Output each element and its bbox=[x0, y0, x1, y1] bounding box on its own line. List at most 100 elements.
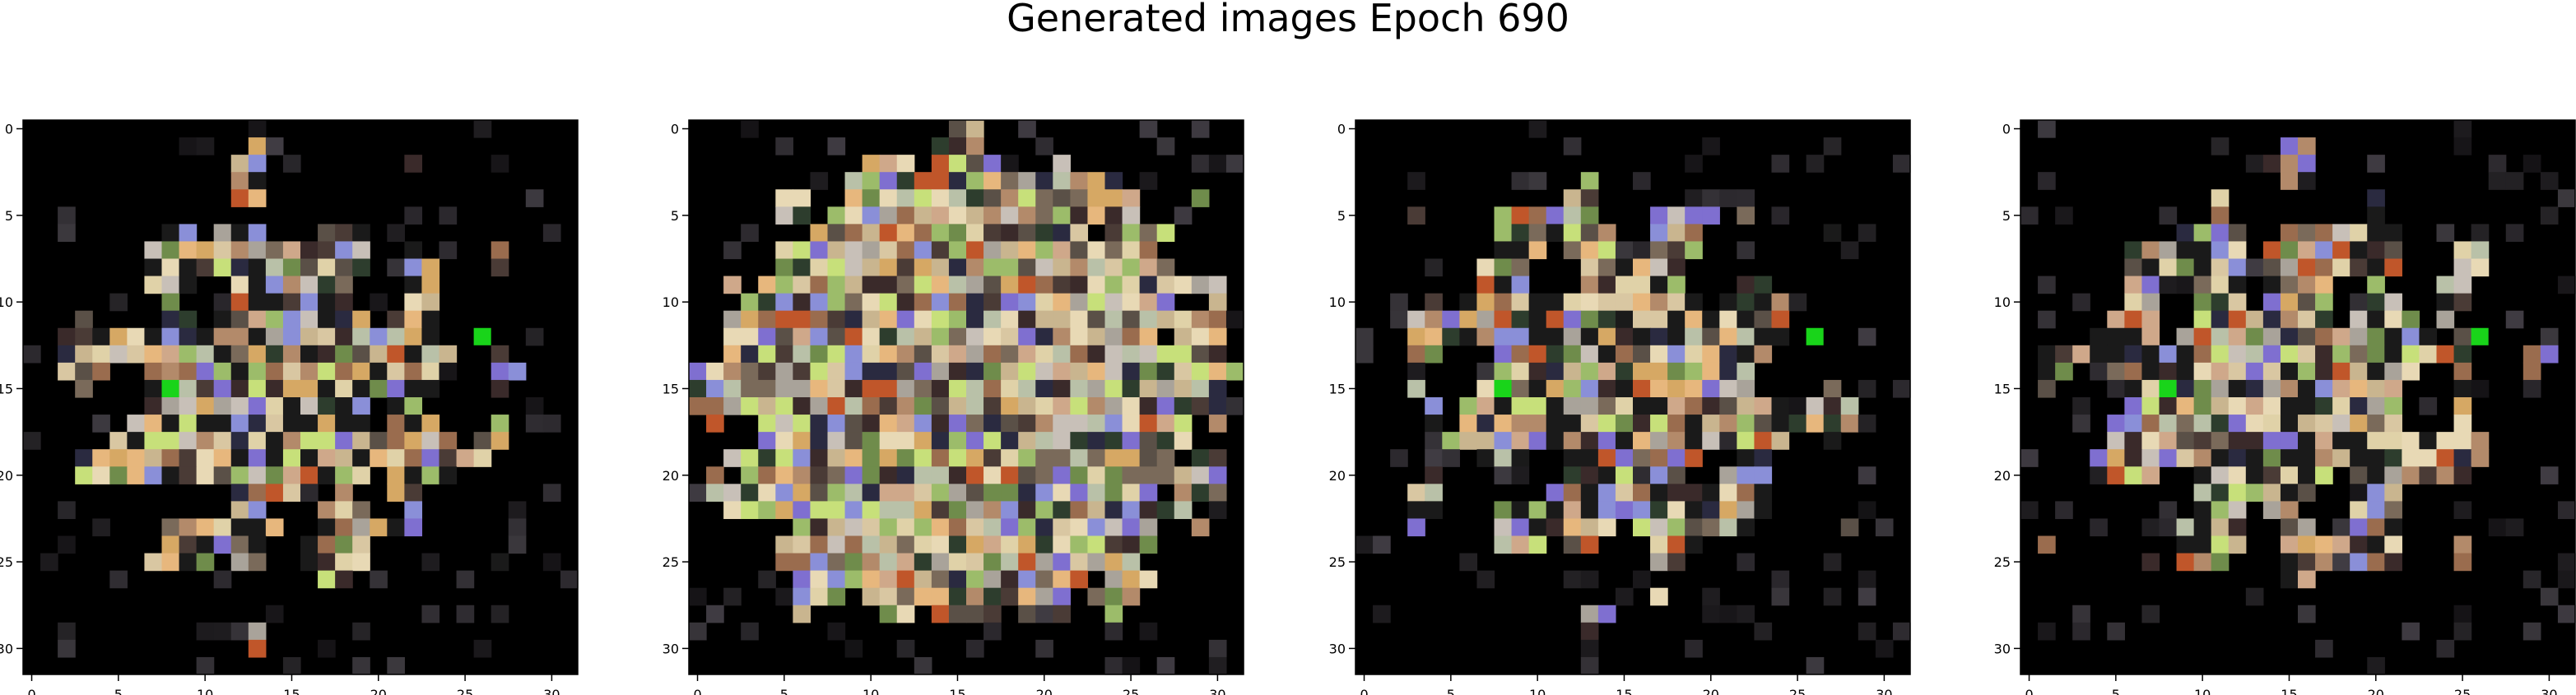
pixel-cell bbox=[1650, 397, 1668, 415]
pixel-cell bbox=[161, 518, 180, 537]
pixel-cell bbox=[896, 172, 915, 190]
pixel-cell bbox=[2453, 241, 2472, 260]
pixel-cell bbox=[1667, 518, 1686, 537]
pixel-cell bbox=[213, 362, 232, 381]
pixel-cell bbox=[983, 415, 1002, 433]
pixel-cell bbox=[1788, 293, 1807, 312]
pixel-cell bbox=[758, 466, 776, 484]
pixel-cell bbox=[370, 518, 388, 537]
pixel-cell bbox=[1104, 276, 1123, 294]
pixel-cell bbox=[2557, 570, 2576, 589]
pixel-cell bbox=[282, 276, 301, 294]
pixel-cell bbox=[2193, 553, 2212, 572]
pixel-cell bbox=[508, 501, 527, 520]
pixel-cell bbox=[2141, 449, 2160, 467]
pixel-cell bbox=[844, 345, 863, 364]
pixel-cell bbox=[421, 327, 440, 346]
pixel-cell bbox=[2262, 449, 2281, 467]
pixel-cell bbox=[265, 449, 284, 467]
pixel-cell bbox=[2176, 362, 2195, 381]
pixel-cell bbox=[352, 449, 370, 467]
pixel-cell bbox=[827, 535, 846, 554]
pixel-cell bbox=[931, 466, 950, 484]
pixel-cell bbox=[2471, 241, 2490, 260]
pixel-cell bbox=[2367, 397, 2385, 415]
pixel-cell bbox=[196, 327, 215, 346]
pixel-cell bbox=[335, 327, 353, 346]
pixel-cell bbox=[2038, 120, 2056, 138]
pixel-cell bbox=[1615, 587, 1634, 606]
pixel-cell bbox=[2072, 293, 2090, 312]
pixel-cell bbox=[1018, 466, 1036, 484]
pixel-cell bbox=[196, 241, 215, 260]
pixel-cell bbox=[1122, 310, 1141, 329]
pixel-cell bbox=[318, 397, 336, 415]
pixel-cell bbox=[230, 397, 249, 415]
pixel-cell bbox=[161, 241, 180, 260]
pixel-cell bbox=[1476, 570, 1495, 589]
pixel-cell bbox=[879, 155, 898, 173]
pixel-cell bbox=[1633, 570, 1651, 589]
pixel-cell bbox=[318, 501, 336, 520]
pixel-cell bbox=[706, 605, 724, 623]
pixel-cell bbox=[2176, 432, 2195, 450]
pixel-cell bbox=[335, 449, 353, 467]
pixel-cell bbox=[1650, 449, 1668, 467]
pixel-cell bbox=[2193, 518, 2212, 537]
x-tick-label: 10 bbox=[1529, 687, 1546, 695]
pixel-cell bbox=[282, 484, 301, 502]
pixel-cell bbox=[1156, 379, 1175, 398]
pixel-cell bbox=[2453, 553, 2472, 572]
pixel-cell bbox=[1174, 206, 1193, 225]
pixel-cell bbox=[2211, 362, 2230, 381]
pixel-cell bbox=[2159, 379, 2177, 397]
pixel-cell bbox=[931, 605, 950, 623]
pixel-cell bbox=[2193, 484, 2212, 502]
pixel-cell bbox=[1546, 415, 1565, 433]
pixel-cell bbox=[318, 362, 336, 381]
pixel-cell bbox=[2038, 276, 2056, 294]
pixel-cell bbox=[844, 172, 863, 190]
pixel-cell bbox=[179, 327, 198, 346]
pixel-cell bbox=[1191, 449, 1210, 467]
pixel-cell bbox=[879, 362, 898, 381]
pixel-cell bbox=[931, 379, 950, 398]
pixel-cell bbox=[2211, 241, 2230, 260]
pixel-cell bbox=[230, 449, 249, 467]
pixel-cell bbox=[2298, 484, 2316, 502]
pixel-cell bbox=[2280, 432, 2299, 450]
pixel-cell bbox=[265, 484, 284, 502]
pixel-cell bbox=[1806, 327, 1824, 345]
pixel-cell bbox=[2159, 397, 2178, 415]
pixel-cell bbox=[2159, 241, 2178, 260]
pixel-cell bbox=[1139, 518, 1158, 537]
pixel-cell bbox=[179, 518, 198, 537]
pixel-cell bbox=[1580, 501, 1599, 520]
pixel-cell bbox=[966, 501, 984, 520]
pixel-cell bbox=[1018, 553, 1036, 572]
pixel-cell bbox=[1840, 518, 1859, 537]
pixel-cell bbox=[196, 397, 215, 415]
pixel-cell bbox=[370, 362, 388, 381]
pixel-cell bbox=[1546, 379, 1565, 398]
pixel-cell bbox=[1823, 397, 1842, 415]
pixel-cell bbox=[265, 415, 284, 433]
pixel-cell bbox=[1104, 415, 1123, 433]
pixel-cell bbox=[387, 345, 405, 364]
pixel-cell bbox=[1459, 293, 1478, 312]
pixel-cell bbox=[689, 622, 707, 641]
pixel-cell bbox=[2402, 362, 2420, 381]
pixel-cell bbox=[2141, 397, 2160, 415]
pixel-cell bbox=[2453, 362, 2472, 381]
pixel-cell bbox=[213, 293, 232, 312]
pixel-cell bbox=[862, 449, 881, 467]
pixel-cell bbox=[775, 587, 793, 606]
pixel-cell bbox=[1070, 484, 1089, 502]
y-tick-label: 0 bbox=[671, 122, 679, 137]
pixel-cell bbox=[827, 241, 846, 260]
pixel-cell bbox=[1633, 518, 1651, 537]
pixel-cell bbox=[1719, 189, 1737, 207]
pixel-cell bbox=[1139, 276, 1158, 294]
pixel-cell bbox=[1053, 327, 1071, 346]
pixel-cell bbox=[1139, 241, 1158, 260]
